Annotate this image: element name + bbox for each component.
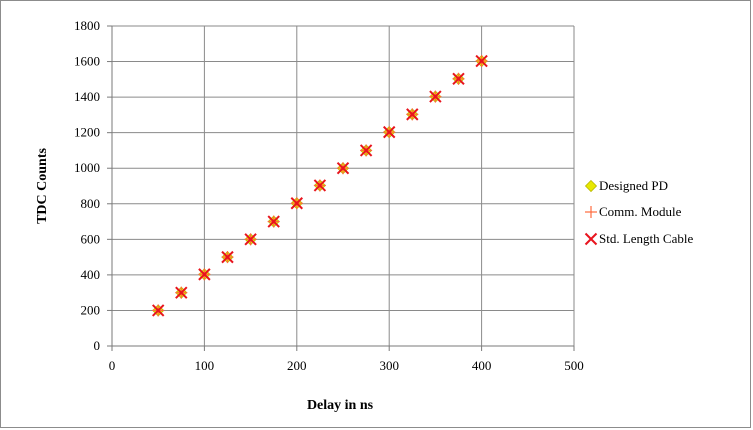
data-point-b	[406, 108, 419, 121]
data-point-b	[382, 125, 396, 139]
data-point	[475, 54, 488, 68]
data-point	[452, 72, 465, 86]
x-tick-label: 0	[109, 358, 116, 373]
legend-label: Comm. Module	[599, 204, 682, 219]
legend-label: Std. Length Cable	[599, 231, 693, 246]
legend-marker	[584, 232, 598, 246]
data-point-b	[359, 144, 373, 157]
data-points	[151, 54, 488, 317]
data-point	[198, 268, 211, 281]
data-point	[244, 233, 257, 246]
axes	[107, 25, 575, 351]
x-tick-label: 500	[564, 358, 584, 373]
data-point	[151, 304, 165, 317]
x-tick-label: 300	[379, 358, 399, 373]
y-axis-title: TDC Counts	[35, 148, 50, 224]
data-point	[267, 215, 280, 228]
y-tick-label: 200	[81, 302, 101, 317]
y-tick-label: 1600	[74, 54, 100, 69]
x-tick-label: 200	[287, 358, 307, 373]
data-point	[175, 286, 188, 299]
y-tick-label: 1000	[74, 160, 100, 175]
y-tick-label: 1800	[74, 18, 100, 33]
data-point-b	[175, 286, 188, 299]
x-tick-label: 400	[472, 358, 492, 373]
data-point	[313, 179, 327, 192]
y-tick-label: 1400	[74, 89, 100, 104]
data-point	[290, 197, 304, 210]
y-tick-label: 0	[94, 338, 101, 353]
data-point-b	[267, 215, 280, 228]
data-point-b	[221, 250, 234, 264]
data-point-b	[198, 268, 211, 281]
legend-label: Designed PD	[599, 178, 668, 193]
legend-item: Std. Length Cable	[584, 231, 693, 246]
legend-item: Designed PD	[584, 178, 668, 193]
data-point	[382, 125, 396, 139]
legend: Designed PD Comm. Module Std. Length Cable	[584, 178, 693, 246]
data-point-b	[475, 54, 488, 68]
legend-marker	[585, 206, 597, 218]
legend-marker-shape	[584, 179, 598, 193]
grid-lines	[112, 25, 575, 346]
legend-item: Comm. Module	[585, 204, 682, 219]
data-point	[221, 250, 234, 264]
data-point-b	[290, 197, 304, 210]
series-2	[151, 54, 488, 317]
x-tick-label: 100	[195, 358, 215, 373]
legend-marker	[584, 179, 598, 193]
y-tick-label: 800	[81, 196, 101, 211]
data-point	[429, 90, 442, 103]
data-point-b	[336, 162, 350, 175]
x-axis-title: Delay in ns	[307, 398, 374, 413]
legend-marker-b	[584, 232, 598, 246]
data-point-b	[151, 304, 165, 317]
data-point-b	[244, 233, 257, 246]
tick-labels: 0 200 400 600 800 1000 1200 1400 1600 1800 0 100 200…	[74, 18, 584, 373]
data-point	[359, 144, 373, 157]
data-point-b	[429, 90, 442, 103]
data-point	[336, 162, 350, 175]
data-point	[406, 108, 419, 121]
y-tick-label: 400	[81, 267, 101, 282]
data-point-b	[452, 72, 465, 86]
y-tick-label: 1200	[74, 125, 100, 140]
data-point-b	[313, 179, 327, 192]
y-tick-label: 600	[81, 231, 101, 246]
